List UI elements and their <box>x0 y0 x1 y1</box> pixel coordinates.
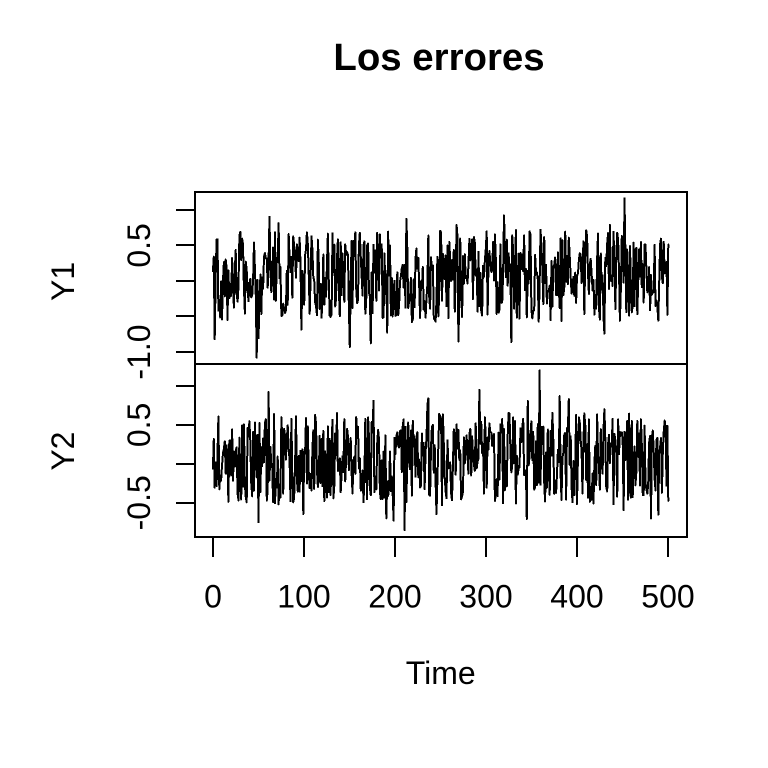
svg-text:0: 0 <box>204 579 222 615</box>
svg-text:Los errores: Los errores <box>333 36 544 79</box>
svg-text:Y1: Y1 <box>45 262 81 301</box>
svg-text:0.5: 0.5 <box>121 223 157 267</box>
svg-text:200: 200 <box>368 579 421 615</box>
svg-text:400: 400 <box>550 579 603 615</box>
svg-text:-1.0: -1.0 <box>121 324 157 379</box>
svg-text:0.5: 0.5 <box>121 403 157 447</box>
svg-text:-0.5: -0.5 <box>121 475 157 530</box>
svg-text:100: 100 <box>277 579 330 615</box>
svg-text:300: 300 <box>459 579 512 615</box>
svg-text:500: 500 <box>641 579 694 615</box>
svg-text:Time: Time <box>406 655 476 691</box>
svg-text:Y2: Y2 <box>45 432 81 471</box>
